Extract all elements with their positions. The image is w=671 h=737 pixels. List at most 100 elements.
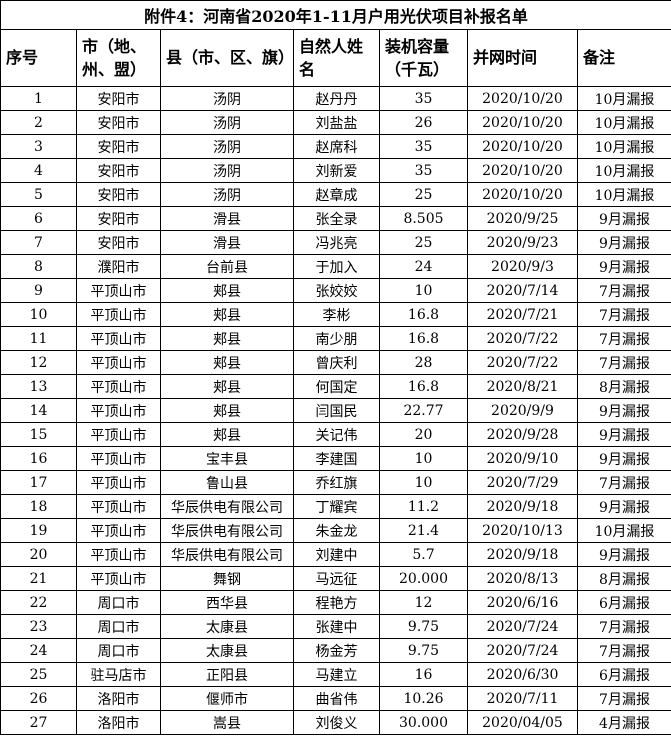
cell-remark: 10月漏报: [577, 86, 671, 111]
cell-person-name: 乔红旗: [293, 470, 380, 495]
cell-county: 郏县: [160, 326, 294, 351]
table-row: 1 安阳市 汤阴 赵丹丹 35 2020/10/20 10月漏报: [0, 86, 671, 111]
cell-county: 滑县: [160, 230, 294, 255]
table-row: 21 平顶山市 舞钢 马远征 20.000 2020/8/13 8月漏报: [0, 566, 671, 591]
cell-county: 汤阴: [160, 182, 294, 207]
table-row: 23 周口市 太康县 张建中 9.75 2020/7/24 7月漏报: [0, 614, 671, 639]
cell-person-name: 赵章成: [293, 182, 380, 207]
cell-remark: 9月漏报: [577, 254, 671, 279]
cell-index: 12: [0, 350, 77, 375]
cell-city: 平顶山市: [76, 278, 161, 303]
cell-grid-date: 2020/9/10: [467, 446, 578, 471]
table-row: 11 平顶山市 郏县 南少朋 16.8 2020/7/22 7月漏报: [0, 326, 671, 351]
cell-remark: 9月漏报: [577, 542, 671, 567]
table-row: 14 平顶山市 郏县 闫国民 22.77 2020/9/9 9月漏报: [0, 398, 671, 423]
column-header-capacity: 装机容量（千瓦）: [379, 29, 468, 87]
cell-capacity: 24: [379, 254, 468, 279]
cell-county: 西华县: [160, 590, 294, 615]
cell-index: 7: [0, 230, 77, 255]
cell-county: 滑县: [160, 206, 294, 231]
cell-capacity: 10: [379, 278, 468, 303]
cell-person-name: 刘建中: [293, 542, 380, 567]
cell-person-name: 张姣姣: [293, 278, 380, 303]
cell-remark: 7月漏报: [577, 302, 671, 327]
table-row: 10 平顶山市 郏县 李彬 16.8 2020/7/21 7月漏报: [0, 302, 671, 327]
cell-capacity: 35: [379, 134, 468, 159]
cell-city: 安阳市: [76, 86, 161, 111]
cell-person-name: 刘新爱: [293, 158, 380, 183]
cell-remark: 7月漏报: [577, 278, 671, 303]
table-row: 3 安阳市 汤阴 赵席科 35 2020/10/20 10月漏报: [0, 134, 671, 159]
cell-grid-date: 2020/7/22: [467, 350, 578, 375]
cell-index: 21: [0, 566, 77, 591]
cell-city: 平顶山市: [76, 494, 161, 519]
cell-city: 平顶山市: [76, 542, 161, 567]
cell-person-name: 曾庆利: [293, 350, 380, 375]
cell-remark: 8月漏报: [577, 566, 671, 591]
document-title: 附件4：河南省2020年1-11月户用光伏项目补报名单: [0, 0, 671, 30]
cell-city: 平顶山市: [76, 566, 161, 591]
cell-remark: 9月漏报: [577, 446, 671, 471]
cell-capacity: 10: [379, 446, 468, 471]
cell-person-name: 刘俊义: [293, 710, 380, 735]
cell-capacity: 12: [379, 590, 468, 615]
cell-county: 舞钢: [160, 566, 294, 591]
cell-remark: 9月漏报: [577, 422, 671, 447]
cell-capacity: 16.8: [379, 374, 468, 399]
cell-county: 汤阴: [160, 110, 294, 135]
column-header-index: 序号: [0, 29, 77, 87]
cell-person-name: 于加入: [293, 254, 380, 279]
title-row: 附件4：河南省2020年1-11月户用光伏项目补报名单: [0, 0, 671, 30]
cell-index: 1: [0, 86, 77, 111]
table-row: 8 濮阳市 台前县 于加入 24 2020/9/3 9月漏报: [0, 254, 671, 279]
cell-remark: 10月漏报: [577, 518, 671, 543]
cell-city: 安阳市: [76, 206, 161, 231]
cell-capacity: 35: [379, 86, 468, 111]
cell-person-name: 何国定: [293, 374, 380, 399]
cell-county: 华辰供电有限公司: [160, 518, 294, 543]
cell-index: 14: [0, 398, 77, 423]
cell-person-name: 关记伟: [293, 422, 380, 447]
cell-capacity: 16.8: [379, 302, 468, 327]
cell-remark: 8月漏报: [577, 374, 671, 399]
cell-city: 平顶山市: [76, 446, 161, 471]
cell-county: 郏县: [160, 278, 294, 303]
cell-index: 16: [0, 446, 77, 471]
column-header-name: 自然人姓名: [293, 29, 380, 87]
cell-county: 郏县: [160, 302, 294, 327]
cell-city: 洛阳市: [76, 686, 161, 711]
cell-county: 嵩县: [160, 710, 294, 735]
cell-grid-date: 2020/10/20: [467, 158, 578, 183]
cell-capacity: 9.75: [379, 638, 468, 663]
table-row: 20 平顶山市 华辰供电有限公司 刘建中 5.7 2020/9/18 9月漏报: [0, 542, 671, 567]
cell-city: 平顶山市: [76, 374, 161, 399]
cell-city: 平顶山市: [76, 326, 161, 351]
cell-city: 周口市: [76, 614, 161, 639]
cell-city: 平顶山市: [76, 302, 161, 327]
cell-person-name: 马远征: [293, 566, 380, 591]
cell-capacity: 10: [379, 470, 468, 495]
cell-index: 26: [0, 686, 77, 711]
cell-remark: 9月漏报: [577, 230, 671, 255]
header-row: 序号 市（地、州、盟） 县（市、区、旗） 自然人姓名 装机容量（千瓦） 并网时间…: [0, 29, 671, 87]
table-row: 12 平顶山市 郏县 曾庆利 28 2020/7/22 7月漏报: [0, 350, 671, 375]
cell-remark: 7月漏报: [577, 686, 671, 711]
cell-county: 台前县: [160, 254, 294, 279]
cell-grid-date: 2020/10/13: [467, 518, 578, 543]
cell-grid-date: 2020/7/22: [467, 326, 578, 351]
table-row: 17 平顶山市 鲁山县 乔红旗 10 2020/7/29 7月漏报: [0, 470, 671, 495]
cell-person-name: 马建立: [293, 662, 380, 687]
cell-index: 17: [0, 470, 77, 495]
cell-index: 13: [0, 374, 77, 399]
cell-index: 18: [0, 494, 77, 519]
cell-city: 驻马店市: [76, 662, 161, 687]
cell-person-name: 丁耀宾: [293, 494, 380, 519]
cell-city: 平顶山市: [76, 398, 161, 423]
table-row: 2 安阳市 汤阴 刘盐盐 26 2020/10/20 10月漏报: [0, 110, 671, 135]
cell-index: 2: [0, 110, 77, 135]
cell-grid-date: 2020/7/11: [467, 686, 578, 711]
cell-county: 郏县: [160, 350, 294, 375]
table-row: 7 安阳市 滑县 冯兆亮 25 2020/9/23 9月漏报: [0, 230, 671, 255]
column-header-remark: 备注: [577, 29, 671, 87]
cell-person-name: 李彬: [293, 302, 380, 327]
